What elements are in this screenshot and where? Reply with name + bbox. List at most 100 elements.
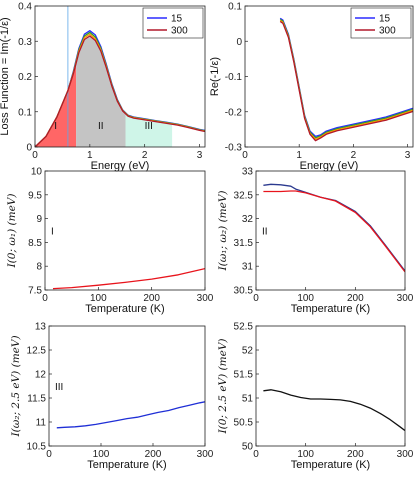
x-axis-label: Energy (eV) — [300, 160, 359, 172]
chart-panel-2: 0 1 2 3 -0.3 -0.2 -0.1 0 0.1 Energy (eV) Re(-1/ε) 1… — [209, 2, 414, 172]
y-tick-label: -0.1 — [225, 72, 243, 83]
region-label: II — [98, 121, 104, 132]
y-tick-label: 0.4 — [18, 2, 32, 13]
y-tick-label: 11.5 — [27, 394, 46, 405]
y-tick-label: 0.1 — [18, 107, 32, 118]
x-tick-label: 1 — [87, 150, 93, 161]
y-tick-label: 31.5 — [234, 238, 254, 249]
y-tick-label: 0.3 — [18, 37, 32, 48]
region-label: III — [145, 121, 153, 132]
y-tick-label: 12 — [35, 370, 47, 381]
y-tick-label: 32 — [242, 214, 254, 225]
y-tick-label: 33 — [242, 167, 254, 178]
y-tick-label: 13 — [35, 322, 47, 333]
x-tick-label: 3 — [405, 150, 411, 161]
x-tick-label: 100 — [297, 449, 314, 460]
series-line-4 — [279, 20, 413, 142]
y-tick-label: 0.1 — [228, 2, 242, 13]
legend-box — [142, 7, 204, 39]
x-axis-label: Energy (eV) — [91, 160, 150, 172]
legend-label: 300 — [379, 26, 396, 37]
y-tick-label: 8.5 — [28, 238, 42, 249]
x-tick-label: 200 — [143, 293, 160, 304]
y-tick-label: 50.5 — [234, 418, 254, 429]
chart-panel-4: 0 100 200 300 30.5 31 31.5 32 32.5 33 Temperature … — [217, 167, 414, 316]
y-axis-label: I(ω₁; ω₂) (meV) — [217, 190, 229, 271]
y-axis-label: Loss Function = Im(-1/ε) — [0, 17, 11, 135]
series-line-1 — [52, 267, 205, 290]
y-tick-label: 52 — [242, 346, 254, 357]
y-axis-label: I(0; ω₁) (meV) — [6, 194, 18, 269]
x-tick-label: 2 — [351, 150, 357, 161]
y-tick-label: 50 — [242, 442, 254, 453]
plot-area — [279, 17, 413, 142]
x-axis-label: Temperature (K) — [291, 303, 370, 315]
y-tick-label: 11 — [36, 418, 47, 429]
x-tick-label: 0 — [46, 449, 52, 460]
x-tick-label: 0 — [32, 150, 38, 161]
y-axis-label: I(0; 2.5 eV) (meV) — [217, 338, 229, 434]
y-tick-label: 0 — [236, 37, 242, 48]
axes-frame — [48, 325, 206, 447]
series-line-2 — [263, 190, 405, 273]
y-tick-label: 30.5 — [234, 286, 254, 297]
x-tick-label: 200 — [347, 449, 364, 460]
x-tick-label: 300 — [397, 449, 414, 460]
series-line-3 — [279, 19, 413, 140]
plot-area — [263, 389, 405, 432]
legend-label: 300 — [171, 26, 188, 37]
chart-panel-5: 0 100 200 300 10.5 11 11.5 12 12.5 13 Temperature … — [10, 322, 214, 472]
region-1-fill — [35, 63, 77, 147]
y-tick-label: 51.5 — [234, 370, 254, 381]
x-tick-label: 100 — [90, 293, 107, 304]
y-tick-label: 51 — [242, 394, 254, 405]
panel-region-label: III — [55, 382, 63, 393]
y-axis-label: Re(-1/ε) — [209, 57, 221, 96]
x-tick-label: 0 — [242, 150, 248, 161]
plot-area — [263, 183, 405, 273]
region-label: I — [54, 121, 57, 132]
x-axis-label: Temperature (K) — [291, 459, 370, 471]
y-tick-label: -0.2 — [225, 107, 243, 118]
x-axis-label: Temperature (K) — [87, 459, 166, 471]
x-tick-label: 200 — [145, 449, 162, 460]
x-tick-label: 2 — [142, 150, 148, 161]
y-tick-label: 7.5 — [28, 286, 42, 297]
plot-area — [52, 267, 205, 290]
y-tick-label: 0 — [26, 143, 32, 154]
legend-label: 15 — [171, 14, 183, 25]
series-line-1 — [263, 389, 405, 432]
x-tick-label: 0 — [253, 449, 259, 460]
axes-frame — [255, 170, 406, 291]
y-tick-label: -0.3 — [225, 143, 243, 154]
y-tick-label: 8 — [36, 262, 42, 273]
panel-region-label: I — [51, 227, 54, 238]
x-tick-label: 3 — [197, 150, 203, 161]
axes-frame — [255, 325, 406, 447]
series-line-1 — [263, 183, 405, 272]
y-tick-label: 10 — [31, 167, 43, 178]
panel-region-label: II — [262, 227, 268, 238]
x-axis-label: Temperature (K) — [85, 303, 164, 315]
y-tick-label: 31 — [242, 262, 254, 273]
chart-panel-6: 0 100 200 300 50 50.5 51 51.5 52 52.5 Temperature … — [217, 322, 414, 472]
x-tick-label: 0 — [42, 293, 48, 304]
region-2-fill — [76, 36, 126, 147]
y-tick-label: 32.5 — [234, 190, 254, 201]
y-tick-label: 52.5 — [234, 322, 254, 333]
legend-box — [350, 7, 412, 39]
y-tick-label: 9.5 — [28, 190, 42, 201]
x-tick-label: 200 — [347, 293, 364, 304]
y-tick-label: 9 — [36, 214, 42, 225]
y-tick-label: 0.2 — [18, 72, 32, 83]
x-tick-label: 300 — [197, 293, 214, 304]
plot-area — [56, 401, 205, 429]
series-line-1 — [56, 401, 205, 429]
x-tick-label: 300 — [397, 293, 414, 304]
x-tick-label: 1 — [296, 150, 302, 161]
axes-frame — [44, 170, 206, 291]
y-tick-label: 10.5 — [27, 442, 47, 453]
chart-panel-3: 0 100 200 300 7.5 8 8.5 9 9.5 10 Temperature (K) I(… — [6, 167, 214, 316]
